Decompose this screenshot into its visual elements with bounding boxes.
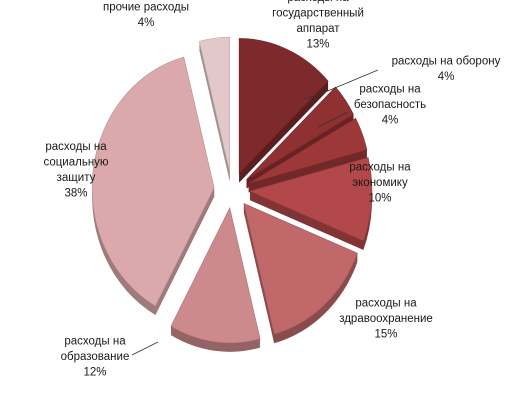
slice-label: расходы на государственный аппарат 13%: [272, 0, 364, 50]
slice-name-label: государственный: [272, 7, 364, 19]
leader-line: [302, 69, 379, 100]
pie-slice: [249, 157, 373, 242]
slice-label: расходы на здравоохранение 15%: [339, 298, 433, 341]
slice-label: расходы на безопасность 4%: [354, 84, 426, 127]
slice-percent-label: 4%: [138, 17, 155, 29]
pie-slice-wall: [248, 149, 367, 193]
slice-percent-label: 12%: [83, 367, 106, 379]
slice-label: расходы на оборону 4%: [392, 55, 501, 83]
slice-label: расходы на экономику 10%: [349, 162, 411, 205]
slice-name-label: безопасность: [354, 99, 426, 111]
pie-slice: [246, 86, 354, 180]
slice-label: расходы на социальную защиту 38%: [43, 141, 108, 200]
pie-slice-wall: [239, 81, 329, 183]
leader-line: [131, 341, 159, 356]
slice-name-label: расходы на: [349, 162, 411, 174]
slice-name-label: образование: [61, 351, 130, 363]
pie-slice-wall: [155, 187, 215, 316]
slice-name-label: аппарат: [296, 23, 340, 35]
slice-label: прочие расходы 4%: [103, 1, 189, 29]
pie-slice: [199, 36, 231, 173]
slice-percent-label: 10%: [368, 193, 391, 205]
slice-percent-label: 38%: [64, 187, 87, 199]
slice-name-label: расходы на: [287, 0, 349, 4]
slice-name-label: расходы на: [355, 298, 417, 310]
slice-name-label: здравоохранение: [339, 313, 433, 325]
slice-name-label: расходы на: [64, 336, 126, 348]
slice-name-label: защиту: [57, 172, 96, 184]
slice-name-label: расходы на: [45, 141, 107, 153]
pie-slice-wall: [249, 191, 364, 250]
pie-slice: [238, 38, 329, 175]
leader-line: [317, 111, 349, 128]
slice-percent-label: 4%: [438, 71, 455, 83]
slice-name-label: социальную: [43, 156, 108, 168]
pie-slice-wall: [243, 203, 275, 344]
slice-name-label: экономику: [352, 177, 408, 189]
slice-name-label: прочие расходы: [103, 1, 189, 13]
pie-slice-wall: [199, 41, 230, 182]
pie-slice: [170, 206, 261, 344]
slice-percent-label: 13%: [306, 38, 329, 50]
slice-name-label: расходы на оборону: [392, 55, 501, 67]
slice-percent-label: 4%: [382, 115, 399, 127]
slice-name-label: расходы на: [359, 84, 421, 96]
slice-percent-label: 15%: [374, 329, 397, 341]
slice-label: расходы на образование 12%: [61, 336, 130, 379]
pie-slice: [248, 117, 368, 184]
pie-slice: [243, 202, 358, 335]
pie-slice: [91, 56, 215, 307]
